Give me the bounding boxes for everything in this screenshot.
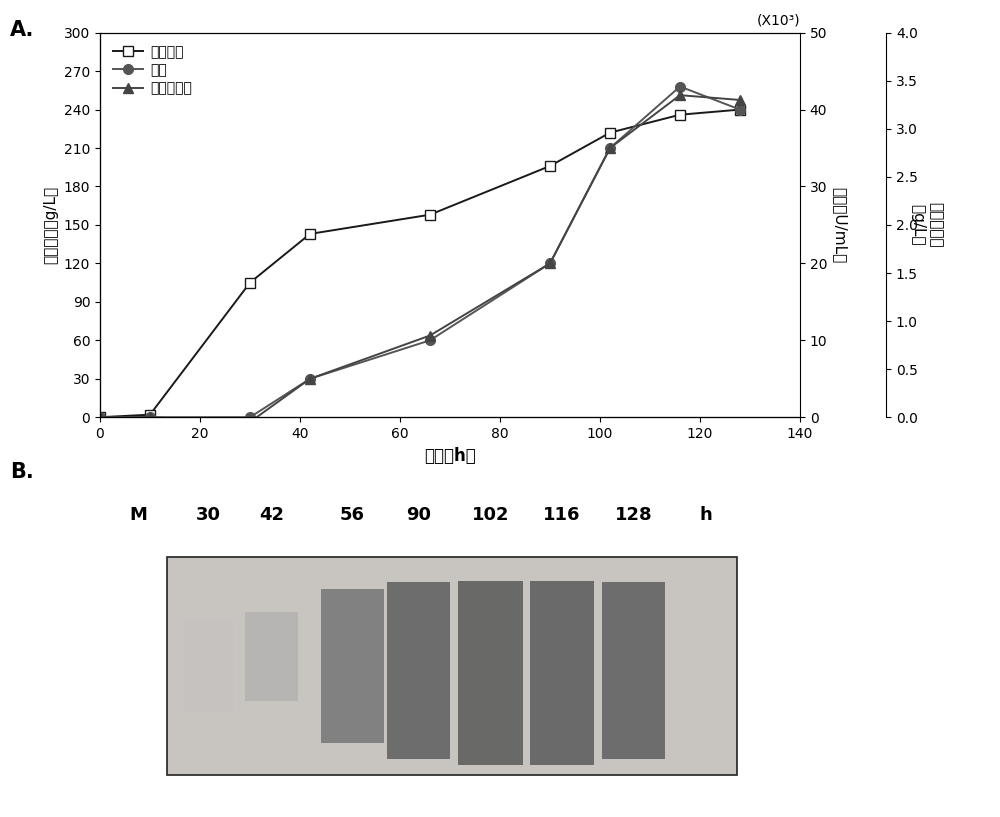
Text: (X10³): (X10³) [756, 14, 800, 28]
Bar [602, 582, 665, 760]
Bar [166, 557, 737, 775]
酬活 [604, 143, 616, 153]
细胞鲜重 [424, 210, 436, 220]
脂肪酶含量 [674, 90, 686, 100]
Text: 128: 128 [615, 506, 652, 524]
酬活 [734, 105, 746, 114]
Bar [530, 581, 594, 766]
Text: 116: 116 [543, 506, 581, 524]
Bar [458, 581, 523, 766]
Bar [320, 589, 384, 743]
酬活 [94, 413, 106, 422]
Text: B.: B. [10, 462, 34, 481]
Line: 细胞鲜重: 细胞鲜重 [95, 105, 745, 422]
细胞鲜重 [734, 105, 746, 114]
脂肪酶含量 [734, 95, 746, 105]
脂肪酶含量 [424, 331, 436, 341]
脂肪酶含量 [144, 413, 156, 422]
Text: 102: 102 [472, 506, 509, 524]
细胞鲜重 [244, 278, 256, 288]
脂肪酶含量 [544, 258, 556, 268]
Y-axis label: 酬活（U/mL）: 酬活（U/mL） [832, 187, 847, 263]
细胞鲜重 [544, 161, 556, 171]
酬活 [424, 336, 436, 346]
细胞鲜重 [304, 229, 316, 239]
Y-axis label: 脂肪酶含量
（g/L）: 脂肪酶含量 （g/L） [910, 202, 943, 248]
Line: 酬活: 酬活 [95, 82, 745, 422]
酬活 [244, 413, 256, 422]
Text: 30: 30 [196, 506, 221, 524]
Legend: 细胞鲜重, 酬活, 脂肪酶含量: 细胞鲜重, 酬活, 脂肪酶含量 [107, 39, 197, 101]
Bar [245, 612, 298, 702]
Text: 90: 90 [406, 506, 431, 524]
细胞鲜重 [604, 127, 616, 137]
Text: h: h [699, 506, 712, 524]
细胞鲜重 [674, 109, 686, 119]
脂肪酶含量 [244, 417, 256, 427]
Bar [387, 582, 450, 760]
酬活 [544, 258, 556, 268]
Text: 56: 56 [340, 506, 364, 524]
X-axis label: 时间（h）: 时间（h） [424, 447, 476, 465]
细胞鲜重 [94, 413, 106, 422]
Text: A.: A. [10, 20, 34, 40]
细胞鲜重 [144, 410, 156, 420]
酬活 [674, 82, 686, 92]
脂肪酶含量 [304, 374, 316, 384]
Line: 脂肪酶含量: 脂肪酶含量 [95, 91, 745, 427]
Y-axis label: 细胞鲜重（g/L）: 细胞鲜重（g/L） [43, 186, 58, 264]
Text: M: M [130, 506, 147, 524]
脂肪酶含量 [94, 413, 106, 422]
脂肪酶含量 [604, 143, 616, 153]
Bar [184, 618, 233, 713]
Text: 42: 42 [259, 506, 284, 524]
酬活 [144, 413, 156, 422]
酬活 [304, 374, 316, 384]
